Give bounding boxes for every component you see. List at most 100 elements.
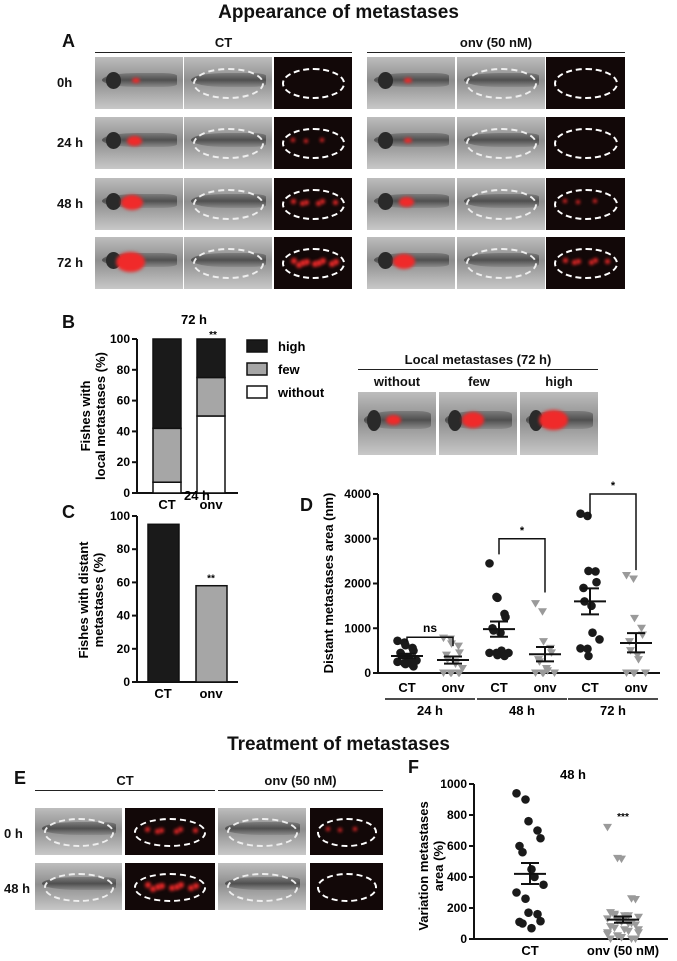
metastasis-spot: [173, 883, 180, 890]
d-onv-point: [538, 608, 547, 616]
d-CT-point: [576, 509, 585, 518]
f-onv-point: [624, 927, 633, 936]
d-onv-point: [454, 642, 463, 651]
d-CT-point: [595, 635, 604, 644]
d-onv-point: [543, 667, 552, 675]
a-ct-image: [95, 57, 183, 109]
e-ct-image: [35, 808, 122, 855]
d-CT-point: [393, 657, 402, 667]
d-CT-point: [493, 650, 502, 660]
metastasis-spot: [592, 199, 597, 204]
b-bar-few: [152, 427, 182, 483]
f-x-tick-label: onv (50 nM): [587, 943, 659, 958]
panel-label-f: F: [408, 757, 419, 777]
f-y-label: Variation metastases: [416, 801, 431, 930]
a-row-label: 48 h: [57, 196, 84, 211]
dashed-region-ellipse: [226, 818, 298, 847]
metastasis-spot: [320, 199, 326, 205]
tumor-signal: [126, 135, 142, 147]
b-y-tick-label: 20: [117, 455, 131, 469]
b-title: 72 h: [181, 312, 207, 327]
a-onv-image: [367, 117, 455, 169]
d-onv-point: [539, 669, 548, 677]
f-onv-point: [631, 895, 640, 904]
d-CT-point: [500, 651, 509, 661]
d-CT-point: [584, 566, 593, 576]
panel-label-a: A: [62, 31, 75, 51]
fish-eye: [367, 409, 382, 432]
local-label-without: without: [373, 374, 421, 389]
b-significance: **: [209, 330, 217, 341]
metastasis-spot: [312, 261, 319, 268]
panel-label-b: B: [62, 312, 75, 332]
local-few-image: [439, 392, 517, 455]
fish-eye: [448, 409, 463, 432]
a-group-onv: onv (50 nM): [459, 35, 533, 50]
b-bar-high: [196, 338, 226, 379]
d-CT-point: [485, 559, 494, 568]
dashed-region-ellipse: [192, 128, 264, 160]
b-bar-without: [152, 481, 182, 494]
f-CT-point: [539, 880, 548, 890]
metastasis-spot: [178, 827, 184, 833]
c-bar: [195, 584, 228, 683]
d-CT-point: [401, 659, 410, 669]
figure-title-treatment: Treatment of metastases: [227, 734, 450, 755]
a-ct-image: [184, 57, 272, 109]
a-row-label: 0h: [57, 75, 73, 90]
fish-eye: [105, 192, 122, 211]
dashed-region-ellipse: [281, 128, 346, 160]
b-x-tick-label: CT: [158, 497, 175, 512]
figure-title-appearance: Appearance of metastases: [218, 2, 459, 23]
d-CT-point: [591, 567, 600, 576]
e-row-label: 48 h: [4, 881, 31, 896]
d-onv-point: [439, 669, 448, 677]
b-legend-label-high: high: [278, 339, 305, 354]
b-y-tick-label: 100: [110, 332, 130, 346]
f-onv-point: [631, 921, 640, 930]
metastasis-spot: [169, 885, 176, 892]
b-bar-few: [196, 376, 226, 417]
a-row-label: 72 h: [57, 255, 84, 270]
d-onv-point: [630, 669, 639, 677]
c-y-label: metastases (%): [91, 553, 106, 648]
metastasis-spot: [303, 258, 310, 265]
metastasis-spot: [291, 198, 297, 204]
d-onv-point: [622, 669, 631, 677]
f-y-tick-label: 600: [447, 839, 467, 853]
f-onv-point: [603, 929, 612, 937]
d-onv-point: [550, 669, 559, 677]
d-onv-point: [455, 649, 464, 657]
metastasis-spot: [605, 259, 611, 265]
metastasis-spot: [295, 261, 302, 268]
dashed-region-ellipse: [43, 873, 114, 902]
metastasis-spot: [592, 258, 598, 264]
e-ct-image: [125, 808, 215, 855]
metastasis-spot: [337, 827, 342, 832]
dashed-region-ellipse: [192, 189, 264, 221]
f-onv-point: [617, 855, 626, 864]
dashed-region-ellipse: [281, 68, 346, 100]
d-onv-point: [458, 665, 467, 673]
a-onv-image: [457, 117, 545, 169]
metastasis-spot: [588, 259, 594, 265]
fish-eye: [377, 131, 394, 150]
c-x-tick-label: CT: [154, 686, 171, 701]
fish-eye: [105, 131, 122, 150]
d-comparison-bracket: [498, 538, 546, 593]
metastasis-spot: [328, 260, 335, 267]
metastasis-spot: [332, 259, 339, 266]
panel-label-d: D: [300, 495, 313, 515]
a-onv-image: [546, 178, 625, 230]
d-y-tick-label: 4000: [344, 487, 371, 501]
f-CT-point: [536, 833, 545, 843]
metastasis-spot: [144, 826, 150, 832]
f-CT-point: [533, 826, 542, 835]
c-y-tick-label: 80: [117, 542, 131, 556]
e-onv-image: [310, 863, 383, 910]
d-CT-point: [584, 651, 593, 661]
local-label-few: few: [468, 374, 490, 389]
d-CT-point: [583, 644, 592, 654]
b-x-tick-label: onv: [199, 497, 223, 512]
metastasis-spot: [572, 260, 578, 266]
